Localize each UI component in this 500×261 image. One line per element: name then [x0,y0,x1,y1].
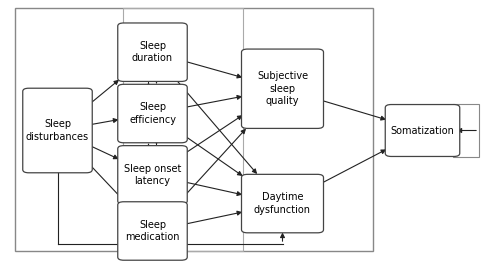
FancyBboxPatch shape [385,105,460,157]
FancyBboxPatch shape [118,84,187,143]
Text: Sleep
efficiency: Sleep efficiency [129,102,176,125]
FancyBboxPatch shape [242,174,324,233]
FancyBboxPatch shape [118,23,187,81]
Text: Sleep
duration: Sleep duration [132,41,173,63]
FancyBboxPatch shape [23,88,92,173]
Text: Sleep onset
latency: Sleep onset latency [124,164,181,186]
Text: Subjective
sleep
quality: Subjective sleep quality [257,71,308,106]
FancyBboxPatch shape [242,49,324,128]
FancyBboxPatch shape [118,146,187,204]
Text: Somatization: Somatization [390,126,454,135]
FancyBboxPatch shape [118,202,187,260]
Text: Sleep
medication: Sleep medication [125,220,180,242]
Text: Sleep
disturbances: Sleep disturbances [26,119,89,142]
Text: Daytime
dysfunction: Daytime dysfunction [254,192,311,215]
